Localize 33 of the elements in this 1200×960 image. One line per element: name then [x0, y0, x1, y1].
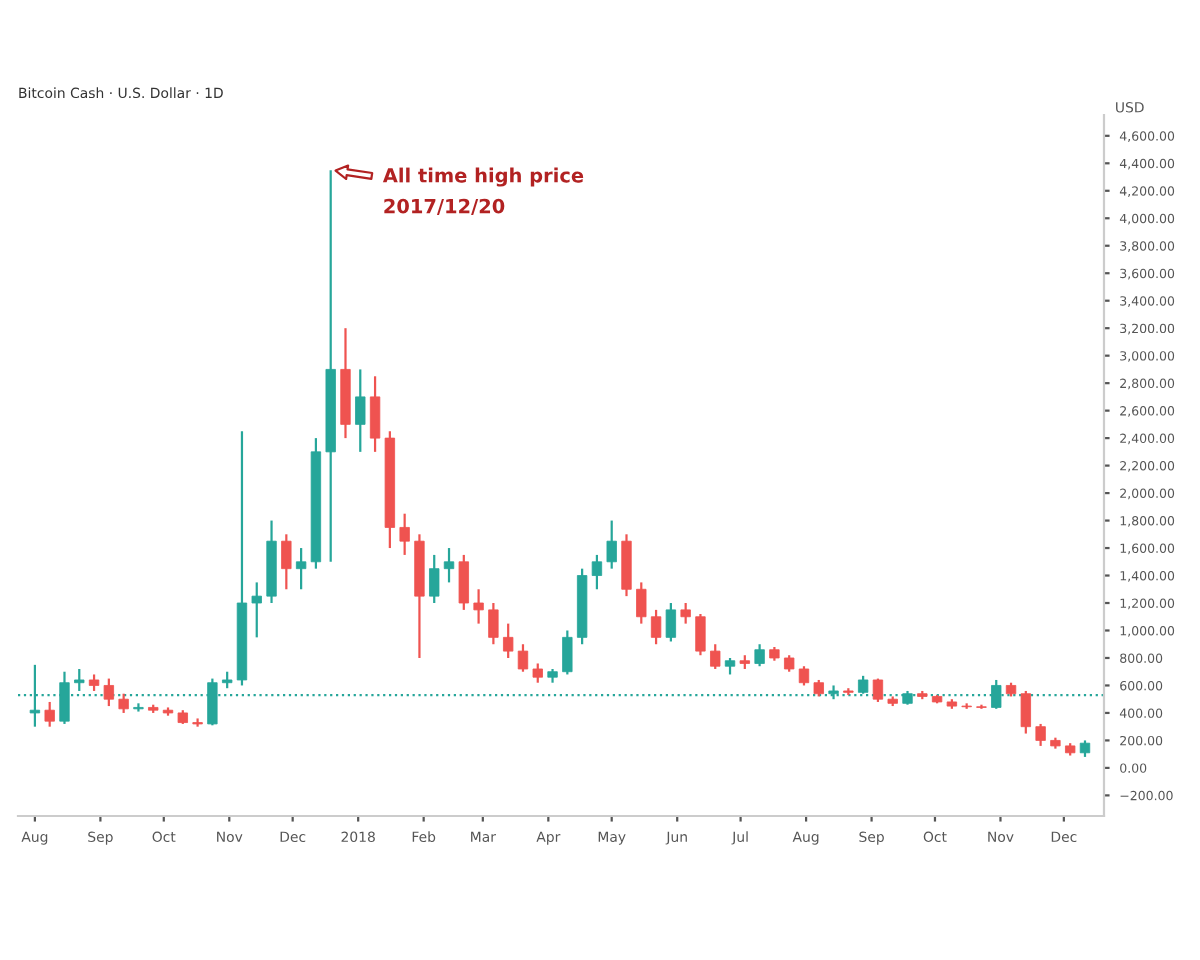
candlestick — [1035, 722, 1046, 748]
candlestick — [429, 553, 440, 605]
candlestick — [517, 643, 529, 673]
candlestick — [1020, 689, 1031, 735]
candlestick — [665, 601, 677, 643]
candlestick — [443, 546, 455, 584]
candlestick — [798, 665, 810, 687]
candlestick — [710, 643, 721, 671]
candlestick — [473, 588, 484, 625]
candlestick — [488, 601, 499, 646]
candlestick — [532, 662, 543, 684]
candlestick — [192, 717, 203, 728]
candlestick — [591, 553, 603, 591]
candlestick — [355, 368, 366, 453]
candlestick — [133, 702, 144, 713]
candlestick — [606, 519, 617, 570]
candlestick — [281, 533, 292, 591]
candlestick — [458, 553, 469, 611]
candlestick — [636, 581, 647, 625]
candlestick — [562, 629, 573, 676]
candlestick — [754, 643, 765, 668]
candlestick — [251, 581, 262, 639]
candlestick — [503, 622, 514, 660]
candlestick — [399, 512, 410, 557]
candlestick — [103, 677, 115, 708]
candlestick — [118, 692, 129, 715]
candlestick — [650, 608, 662, 646]
candlestick — [680, 601, 691, 625]
annotation: All time high price 2017/12/20 — [382, 167, 584, 215]
candlestick — [44, 700, 55, 728]
candlestick — [369, 375, 381, 453]
candlestick — [695, 612, 706, 657]
candlestick — [295, 546, 307, 591]
